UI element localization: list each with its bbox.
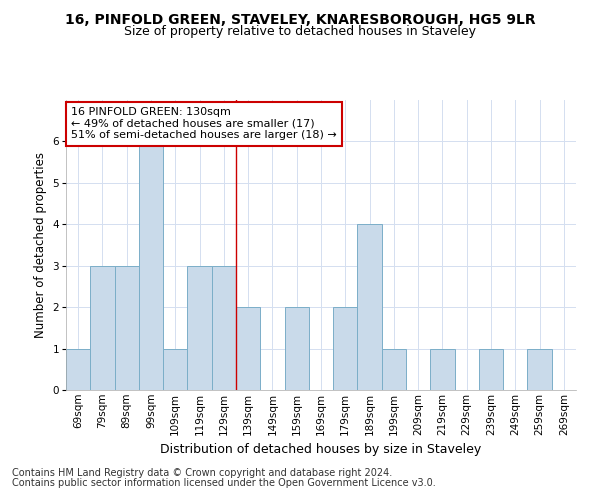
Bar <box>527 348 552 390</box>
Text: 16 PINFOLD GREEN: 130sqm
← 49% of detached houses are smaller (17)
51% of semi-d: 16 PINFOLD GREEN: 130sqm ← 49% of detach… <box>71 108 337 140</box>
Bar <box>284 307 309 390</box>
Bar <box>187 266 212 390</box>
Text: Contains public sector information licensed under the Open Government Licence v3: Contains public sector information licen… <box>12 478 436 488</box>
Bar <box>212 266 236 390</box>
Bar <box>66 348 90 390</box>
Y-axis label: Number of detached properties: Number of detached properties <box>34 152 47 338</box>
X-axis label: Distribution of detached houses by size in Staveley: Distribution of detached houses by size … <box>160 443 482 456</box>
Text: Contains HM Land Registry data © Crown copyright and database right 2024.: Contains HM Land Registry data © Crown c… <box>12 468 392 477</box>
Bar <box>163 348 187 390</box>
Bar <box>115 266 139 390</box>
Text: 16, PINFOLD GREEN, STAVELEY, KNARESBOROUGH, HG5 9LR: 16, PINFOLD GREEN, STAVELEY, KNARESBOROU… <box>65 12 535 26</box>
Text: Size of property relative to detached houses in Staveley: Size of property relative to detached ho… <box>124 25 476 38</box>
Bar <box>90 266 115 390</box>
Bar <box>236 307 260 390</box>
Bar <box>479 348 503 390</box>
Bar <box>358 224 382 390</box>
Bar <box>333 307 358 390</box>
Bar <box>139 142 163 390</box>
Bar <box>382 348 406 390</box>
Bar <box>430 348 455 390</box>
